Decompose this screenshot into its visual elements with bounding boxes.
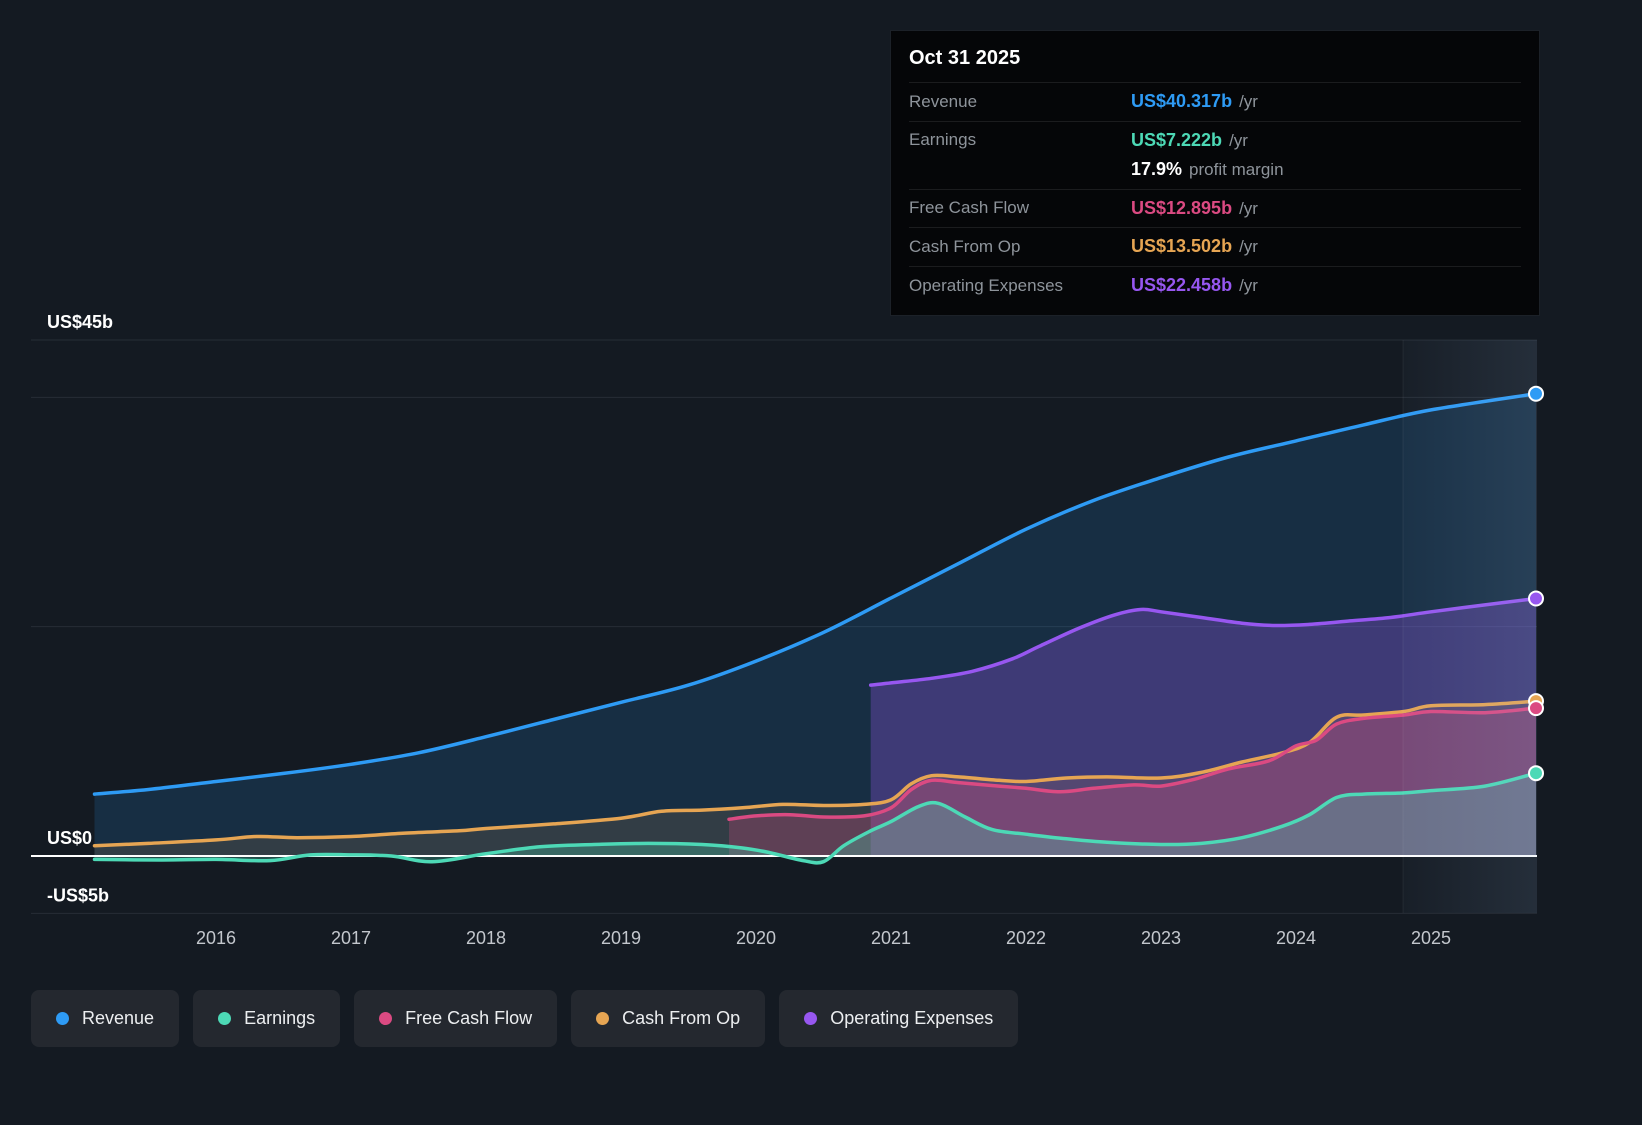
series-area-revenue xyxy=(94,393,1536,856)
y-axis-label: -US$5b xyxy=(47,885,109,905)
hover-band xyxy=(1403,340,1537,913)
tooltip-row-margin: 17.9% profit margin xyxy=(909,159,1521,189)
tooltip-row-label: Revenue xyxy=(909,91,978,111)
opex-legend-dot-icon xyxy=(804,1012,818,1025)
series-endpoint-revenue xyxy=(1528,385,1544,402)
x-axis-label: 2018 xyxy=(466,928,506,948)
tooltip-row-label: Cash From Op xyxy=(909,236,1021,256)
x-axis-label: 2022 xyxy=(1006,928,1046,948)
x-axis-label: 2019 xyxy=(601,928,641,948)
legend-item-revenue[interactable]: Revenue xyxy=(31,990,180,1047)
series-area-earnings xyxy=(94,773,1536,863)
tooltip-row-value: US$40.317b/yr xyxy=(1131,91,1258,111)
fcf-legend-dot-icon xyxy=(379,1012,393,1025)
legend-item-opex[interactable]: Operating Expenses xyxy=(779,990,1019,1047)
series-line-opex xyxy=(868,596,1538,687)
x-axis-label: 2016 xyxy=(196,928,236,948)
series-area-fcf xyxy=(729,708,1536,856)
y-axis-label: US$0 xyxy=(47,828,92,848)
series-area-cashop xyxy=(94,701,1536,856)
legend-label: Free Cash Flow xyxy=(405,1008,533,1028)
tooltip-row-label: Operating Expenses xyxy=(909,275,1064,295)
tooltip-row-revenue: Revenue US$40.317b/yr xyxy=(909,82,1521,121)
legend-item-cashop[interactable]: Cash From Op xyxy=(571,990,766,1047)
tooltip-row-value: US$22.458b/yr xyxy=(1131,274,1258,295)
tooltip-row-value: US$7.222b/yr xyxy=(1131,129,1248,150)
earnings-legend-dot-icon xyxy=(218,1012,232,1025)
x-axis-label: 2017 xyxy=(331,928,371,948)
tooltip-row-value: US$13.502b/yr xyxy=(1131,236,1258,257)
x-axis-label: 2020 xyxy=(736,928,776,948)
legend-label: Operating Expenses xyxy=(830,1008,994,1028)
y-axis-label: US$45b xyxy=(47,312,113,332)
chart-tooltip: Oct 31 2025 Revenue US$40.317b/yr Earnings… xyxy=(890,30,1540,316)
x-axis-label: 2021 xyxy=(871,928,911,948)
series-endpoint-opex xyxy=(1528,590,1544,607)
x-axis-label: 2025 xyxy=(1411,928,1451,948)
series-line-earnings xyxy=(92,771,1538,865)
tooltip-row-opex: Operating Expenses US$22.458b/yr xyxy=(909,265,1521,305)
legend-label: Cash From Op xyxy=(622,1008,741,1028)
revenue-legend-dot-icon xyxy=(56,1012,69,1025)
tooltip-row-cashop: Cash From Op US$13.502b/yr xyxy=(909,227,1521,266)
tooltip-row-value: US$12.895b/yr xyxy=(1131,197,1258,218)
series-area-opex xyxy=(870,598,1536,856)
tooltip-row-fcf: Free Cash Flow US$12.895b/yr xyxy=(909,188,1521,228)
cashop-legend-dot-icon xyxy=(596,1012,610,1025)
chart-legend: Revenue Earnings Free Cash Flow Cash From O… xyxy=(31,990,1019,1047)
series-endpoint-earnings xyxy=(1528,765,1544,782)
series-endpoint-fcf xyxy=(1528,700,1544,717)
tooltip-row-label: Earnings xyxy=(909,130,977,150)
x-axis-label: 2024 xyxy=(1276,928,1316,948)
x-axis-label: 2023 xyxy=(1141,928,1181,948)
legend-label: Revenue xyxy=(82,1008,155,1028)
tooltip-rows: Revenue US$40.317b/yr Earnings US$7.222b/yr… xyxy=(909,82,1521,305)
tooltip-row-earnings: Earnings US$7.222b/yr xyxy=(909,120,1521,160)
legend-item-fcf[interactable]: Free Cash Flow xyxy=(354,990,558,1047)
series-line-revenue xyxy=(92,391,1538,796)
series-line-fcf xyxy=(727,706,1538,822)
tooltip-row-label: Free Cash Flow xyxy=(909,198,1029,218)
legend-item-earnings[interactable]: Earnings xyxy=(193,990,341,1047)
tooltip-date: Oct 31 2025 xyxy=(909,47,1021,69)
legend-label: Earnings xyxy=(244,1008,316,1028)
tooltip-row-value: 17.9% profit margin xyxy=(1131,159,1284,180)
